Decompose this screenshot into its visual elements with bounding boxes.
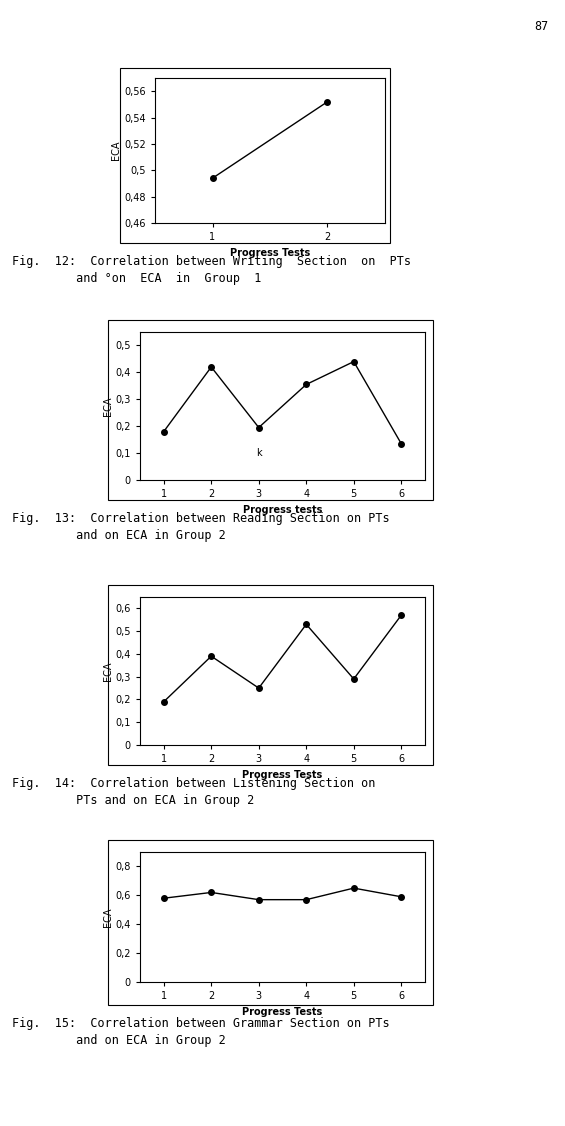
Y-axis label: ECA: ECA <box>111 141 121 160</box>
Text: Fig.  15:  Correlation between Grammar Section on PTs: Fig. 15: Correlation between Grammar Sec… <box>12 1017 390 1030</box>
Y-axis label: ECA: ECA <box>103 396 112 415</box>
Text: PTs and on ECA in Group 2: PTs and on ECA in Group 2 <box>12 794 255 807</box>
X-axis label: Progress Tests: Progress Tests <box>242 769 323 779</box>
Y-axis label: ECA: ECA <box>103 661 112 681</box>
Text: and on ECA in Group 2: and on ECA in Group 2 <box>12 529 226 542</box>
Text: and °on  ECA  in  Group  1: and °on ECA in Group 1 <box>12 272 262 285</box>
X-axis label: Progress Tests: Progress Tests <box>242 1007 323 1017</box>
Text: Fig.  14:  Correlation between Listening Section on: Fig. 14: Correlation between Listening S… <box>12 777 376 790</box>
Text: Fig.  13:  Correlation between Reading Section on PTs: Fig. 13: Correlation between Reading Sec… <box>12 512 390 525</box>
Text: k: k <box>256 448 262 457</box>
X-axis label: Progress tests: Progress tests <box>243 504 322 515</box>
X-axis label: Progress Tests: Progress Tests <box>230 248 310 258</box>
Text: and on ECA in Group 2: and on ECA in Group 2 <box>12 1034 226 1047</box>
Text: 87: 87 <box>534 20 548 34</box>
Y-axis label: ECA: ECA <box>103 908 112 927</box>
Text: Fig.  12:  Correlation between Writing  Section  on  PTs: Fig. 12: Correlation between Writing Sec… <box>12 254 411 268</box>
